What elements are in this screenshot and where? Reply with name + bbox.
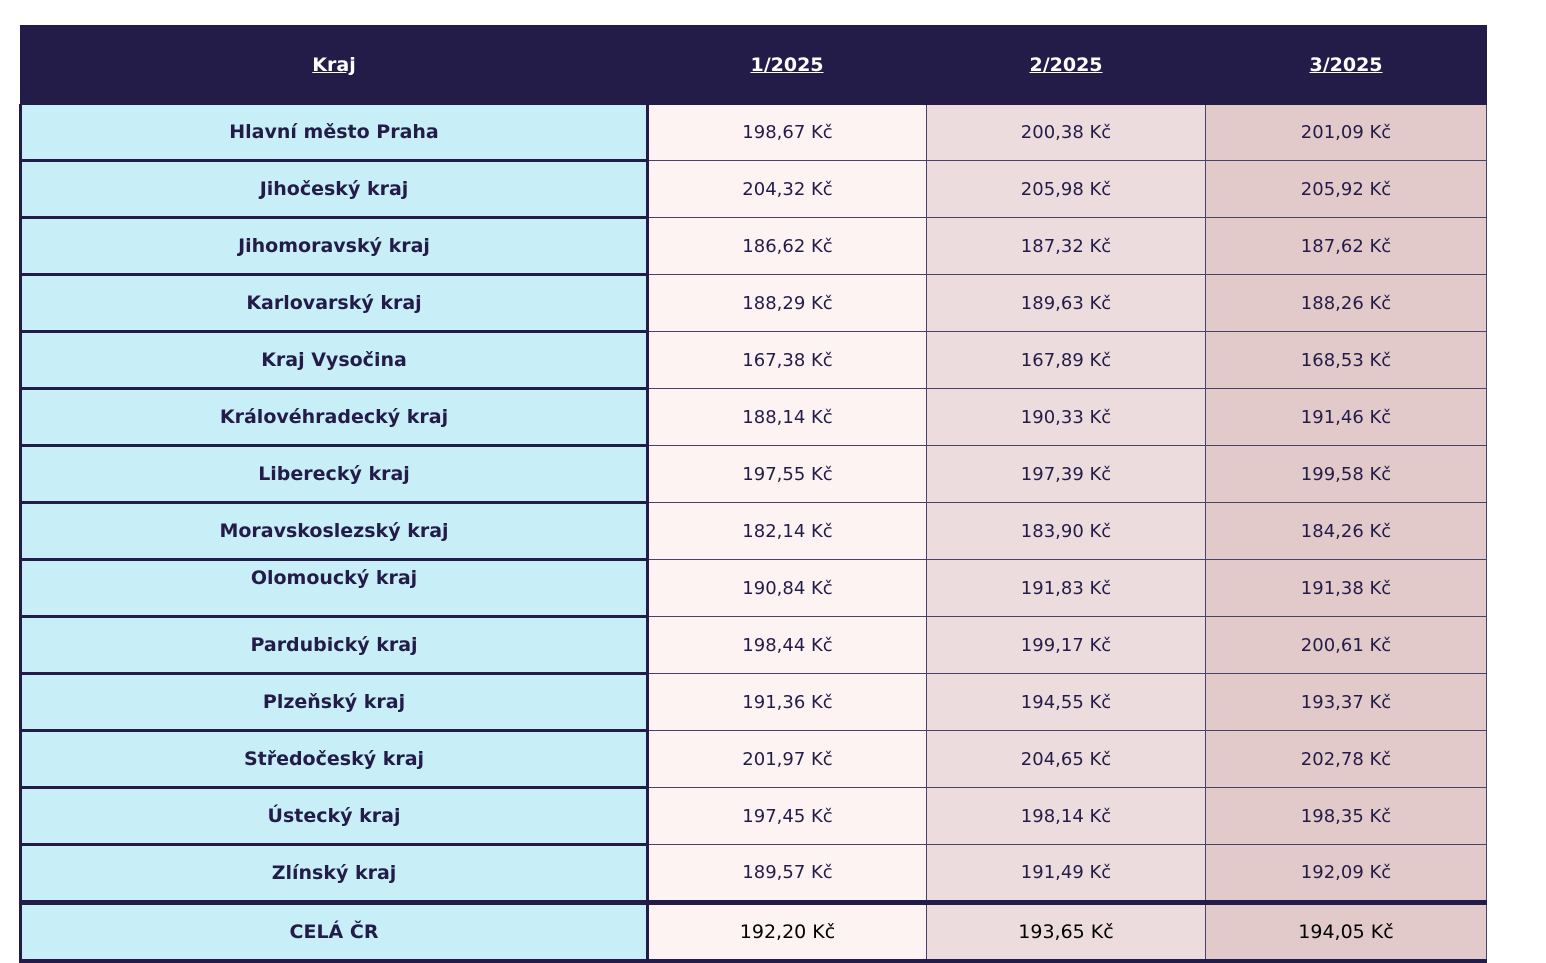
total-row: CELÁ ČR 192,20 Kč 193,65 Kč 194,05 Kč bbox=[19, 900, 1487, 963]
table-row: Jihočeský kraj 204,32 Kč 205,98 Kč 205,9… bbox=[19, 160, 1487, 219]
value-cell-month-2: 205,98 Kč bbox=[926, 160, 1206, 218]
region-cell: Pardubický kraj bbox=[19, 616, 649, 675]
value-cell-month-3: 192,09 Kč bbox=[1205, 844, 1487, 903]
region-cell: Zlínský kraj bbox=[19, 844, 649, 904]
region-cell: Plzeňský kraj bbox=[19, 673, 649, 732]
value-cell-month-2: 167,89 Kč bbox=[926, 331, 1206, 389]
table-row: Kraj Vysočina 167,38 Kč 167,89 Kč 168,53… bbox=[19, 331, 1487, 390]
value-cell-month-2: 194,55 Kč bbox=[926, 673, 1206, 731]
value-cell-month-3: 193,37 Kč bbox=[1205, 673, 1487, 731]
value-cell-month-2: 189,63 Kč bbox=[926, 274, 1206, 332]
region-cell: Královéhradecký kraj bbox=[19, 388, 649, 447]
value-cell-month-2: 204,65 Kč bbox=[926, 730, 1206, 788]
total-cell-month-2: 193,65 Kč bbox=[926, 900, 1206, 963]
value-cell-month-3: 205,92 Kč bbox=[1205, 160, 1487, 218]
header-row: Kraj 1/2025 2/2025 3/2025 bbox=[20, 25, 1487, 105]
region-cell: Karlovarský kraj bbox=[19, 274, 649, 333]
region-cell: Jihomoravský kraj bbox=[19, 217, 649, 276]
region-cell: Moravskoslezský kraj bbox=[19, 502, 649, 561]
value-cell-month-1: 189,57 Kč bbox=[647, 844, 927, 903]
table-body: Hlavní město Praha 198,67 Kč 200,38 Kč 2… bbox=[19, 104, 1487, 963]
region-cell: Hlavní město Praha bbox=[19, 104, 649, 162]
value-cell-month-3: 202,78 Kč bbox=[1205, 730, 1487, 788]
header-month-1[interactable]: 1/2025 bbox=[647, 25, 927, 105]
region-cell: Ústecký kraj bbox=[19, 787, 649, 846]
total-label-cell: CELÁ ČR bbox=[19, 900, 649, 963]
header-kraj[interactable]: Kraj bbox=[20, 25, 648, 105]
value-cell-month-2: 197,39 Kč bbox=[926, 445, 1206, 503]
value-cell-month-1: 198,67 Kč bbox=[647, 104, 927, 161]
header-month-2[interactable]: 2/2025 bbox=[926, 25, 1206, 105]
value-cell-month-3: 168,53 Kč bbox=[1205, 331, 1487, 389]
region-cell: Olomoucký kraj bbox=[19, 559, 649, 618]
table-header: Kraj 1/2025 2/2025 3/2025 bbox=[20, 25, 1487, 105]
region-cell: Kraj Vysočina bbox=[19, 331, 649, 390]
value-cell-month-1: 167,38 Kč bbox=[647, 331, 927, 389]
table-row: Královéhradecký kraj 188,14 Kč 190,33 Kč… bbox=[19, 388, 1487, 447]
table-row: Zlínský kraj 189,57 Kč 191,49 Kč 192,09 … bbox=[19, 844, 1487, 904]
price-table-container: Kraj 1/2025 2/2025 3/2025 Hlavní město P… bbox=[19, 25, 1487, 963]
value-cell-month-3: 199,58 Kč bbox=[1205, 445, 1487, 503]
value-cell-month-2: 191,83 Kč bbox=[926, 559, 1206, 617]
value-cell-month-3: 198,35 Kč bbox=[1205, 787, 1487, 845]
table-row: Hlavní město Praha 198,67 Kč 200,38 Kč 2… bbox=[19, 104, 1487, 162]
value-cell-month-2: 198,14 Kč bbox=[926, 787, 1206, 845]
table-row: Pardubický kraj 198,44 Kč 199,17 Kč 200,… bbox=[19, 616, 1487, 675]
table-row: Středočeský kraj 201,97 Kč 204,65 Kč 202… bbox=[19, 730, 1487, 789]
value-cell-month-1: 182,14 Kč bbox=[647, 502, 927, 560]
table-row: Olomoucký kraj 190,84 Kč 191,83 Kč 191,3… bbox=[19, 559, 1487, 618]
region-cell: Jihočeský kraj bbox=[19, 160, 649, 219]
value-cell-month-2: 183,90 Kč bbox=[926, 502, 1206, 560]
price-table: Kraj 1/2025 2/2025 3/2025 Hlavní město P… bbox=[19, 25, 1487, 963]
value-cell-month-1: 204,32 Kč bbox=[647, 160, 927, 218]
value-cell-month-1: 186,62 Kč bbox=[647, 217, 927, 275]
table-row: Moravskoslezský kraj 182,14 Kč 183,90 Kč… bbox=[19, 502, 1487, 561]
table-row: Ústecký kraj 197,45 Kč 198,14 Kč 198,35 … bbox=[19, 787, 1487, 846]
value-cell-month-1: 188,14 Kč bbox=[647, 388, 927, 446]
region-cell: Liberecký kraj bbox=[19, 445, 649, 504]
value-cell-month-3: 200,61 Kč bbox=[1205, 616, 1487, 674]
value-cell-month-3: 184,26 Kč bbox=[1205, 502, 1487, 560]
table-row: Jihomoravský kraj 186,62 Kč 187,32 Kč 18… bbox=[19, 217, 1487, 276]
value-cell-month-3: 188,26 Kč bbox=[1205, 274, 1487, 332]
value-cell-month-2: 190,33 Kč bbox=[926, 388, 1206, 446]
value-cell-month-1: 198,44 Kč bbox=[647, 616, 927, 674]
value-cell-month-2: 191,49 Kč bbox=[926, 844, 1206, 903]
value-cell-month-3: 201,09 Kč bbox=[1205, 104, 1487, 161]
value-cell-month-3: 191,38 Kč bbox=[1205, 559, 1487, 617]
value-cell-month-1: 197,45 Kč bbox=[647, 787, 927, 845]
table-row: Karlovarský kraj 188,29 Kč 189,63 Kč 188… bbox=[19, 274, 1487, 333]
table-row: Liberecký kraj 197,55 Kč 197,39 Kč 199,5… bbox=[19, 445, 1487, 504]
value-cell-month-1: 201,97 Kč bbox=[647, 730, 927, 788]
value-cell-month-1: 191,36 Kč bbox=[647, 673, 927, 731]
header-month-3[interactable]: 3/2025 bbox=[1205, 25, 1487, 105]
value-cell-month-1: 197,55 Kč bbox=[647, 445, 927, 503]
value-cell-month-2: 187,32 Kč bbox=[926, 217, 1206, 275]
value-cell-month-1: 190,84 Kč bbox=[647, 559, 927, 617]
total-cell-month-3: 194,05 Kč bbox=[1205, 900, 1487, 963]
total-cell-month-1: 192,20 Kč bbox=[647, 900, 927, 963]
value-cell-month-2: 200,38 Kč bbox=[926, 104, 1206, 161]
value-cell-month-2: 199,17 Kč bbox=[926, 616, 1206, 674]
region-cell: Středočeský kraj bbox=[19, 730, 649, 789]
value-cell-month-3: 187,62 Kč bbox=[1205, 217, 1487, 275]
table-row: Plzeňský kraj 191,36 Kč 194,55 Kč 193,37… bbox=[19, 673, 1487, 732]
value-cell-month-3: 191,46 Kč bbox=[1205, 388, 1487, 446]
value-cell-month-1: 188,29 Kč bbox=[647, 274, 927, 332]
